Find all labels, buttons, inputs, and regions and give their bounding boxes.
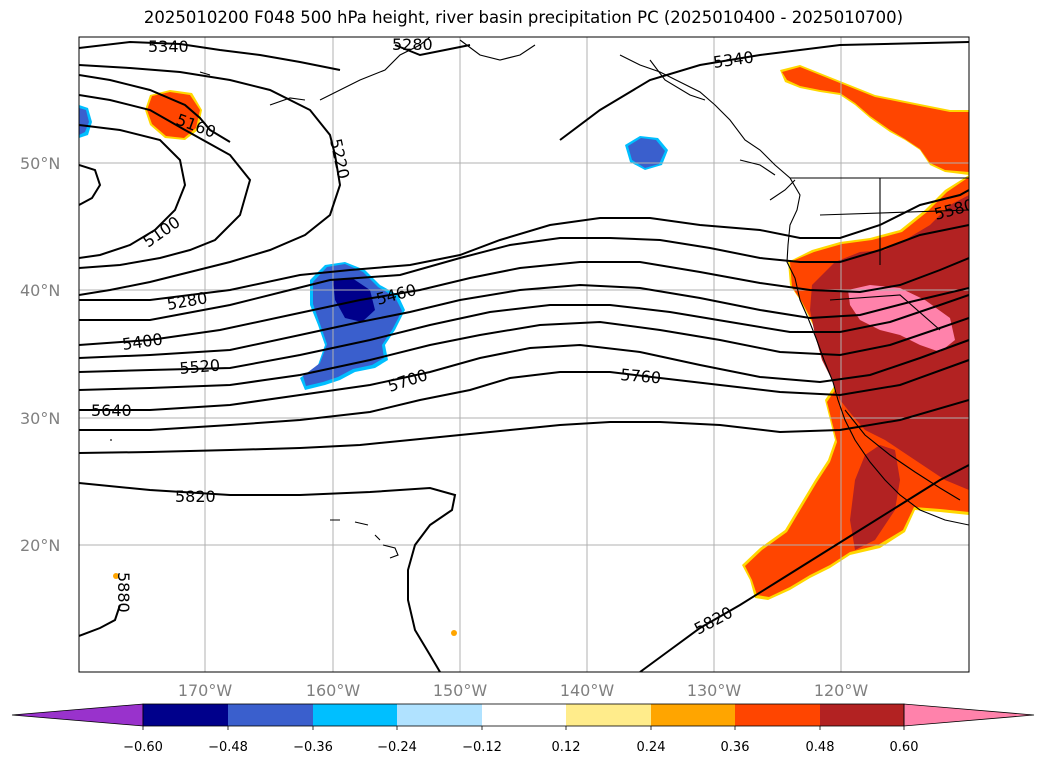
- colorbar-ticks: [142, 726, 905, 730]
- colorbar-segment: [143, 704, 228, 726]
- colorbar-segment: [397, 704, 482, 726]
- colorbar-segment: [651, 704, 735, 726]
- colorbar-tick-label: 0.24: [637, 740, 666, 755]
- colorbar: −0.60 −0.48 −0.36 −0.24 −0.12 0.12 0.24 …: [11, 703, 1035, 755]
- lon-label: 150°W: [433, 681, 488, 700]
- colorbar-segment: [313, 704, 397, 726]
- colorbar-tick-label: 0.48: [806, 740, 835, 755]
- lon-label: 160°W: [306, 681, 361, 700]
- colorbar-segment: [482, 704, 566, 726]
- colorbar-tick-label: −0.48: [208, 740, 248, 755]
- colorbar-tick-label: −0.24: [377, 740, 417, 755]
- colorbar-segment: [566, 704, 651, 726]
- colorbar-tick-label: −0.12: [462, 740, 502, 755]
- lat-label: 40°N: [20, 281, 60, 300]
- height-contours: [79, 40, 969, 672]
- contour-label: 5820: [175, 487, 216, 506]
- colorbar-max-extension: [903, 703, 1035, 727]
- longitude-labels: 170°W 160°W 150°W 140°W 130°W 120°W: [178, 681, 869, 700]
- lat-label: 30°N: [20, 409, 60, 428]
- colorbar-min-extension: [11, 703, 144, 727]
- coastlines: [110, 37, 969, 559]
- lon-label: 140°W: [560, 681, 615, 700]
- colorbar-segment: [228, 704, 313, 726]
- colorbar-outline: [142, 703, 905, 727]
- contour-label: 5520: [179, 356, 221, 378]
- colorbar-tick-label: −0.60: [123, 740, 163, 755]
- colorbar-tick-label: 0.60: [890, 740, 919, 755]
- colorbar-segment: [820, 704, 904, 726]
- contour-label: 5280: [392, 35, 433, 54]
- latitude-labels: 50°N 40°N 30°N 20°N: [20, 154, 60, 555]
- colorbar-tick-label: 0.12: [552, 740, 581, 755]
- colorbar-tick-label: 0.36: [721, 740, 750, 755]
- lon-label: 170°W: [178, 681, 233, 700]
- contour-label: 5760: [620, 365, 662, 387]
- lat-label: 20°N: [20, 536, 60, 555]
- precip-negative-region: [79, 105, 668, 390]
- map-frame: [78, 36, 970, 673]
- lat-label: 50°N: [20, 154, 60, 173]
- map-title: 2025010200 F048 500 hPa height, river ba…: [143, 8, 904, 27]
- colorbar-tick-label: −0.36: [293, 740, 333, 755]
- colorbar-segment: [735, 704, 820, 726]
- contour-label: 5880: [114, 572, 133, 613]
- contour-label: 5340: [148, 37, 189, 56]
- contour-label: 5640: [91, 401, 132, 420]
- lon-label: 130°W: [687, 681, 742, 700]
- lon-label: 120°W: [814, 681, 869, 700]
